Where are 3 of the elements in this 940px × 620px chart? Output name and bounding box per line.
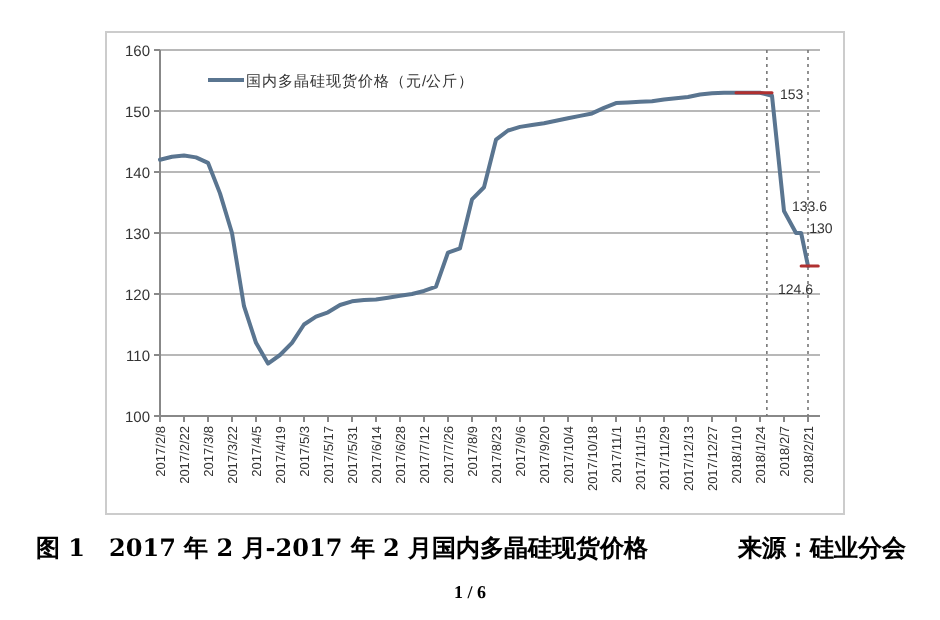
source-note: 来源：硅业分会 <box>736 534 908 562</box>
text: 1 / 6 <box>453 582 487 602</box>
text: 图 1 2017 年 2 月-2017 年 2 月国内多晶硅现货价格 <box>36 534 651 562</box>
